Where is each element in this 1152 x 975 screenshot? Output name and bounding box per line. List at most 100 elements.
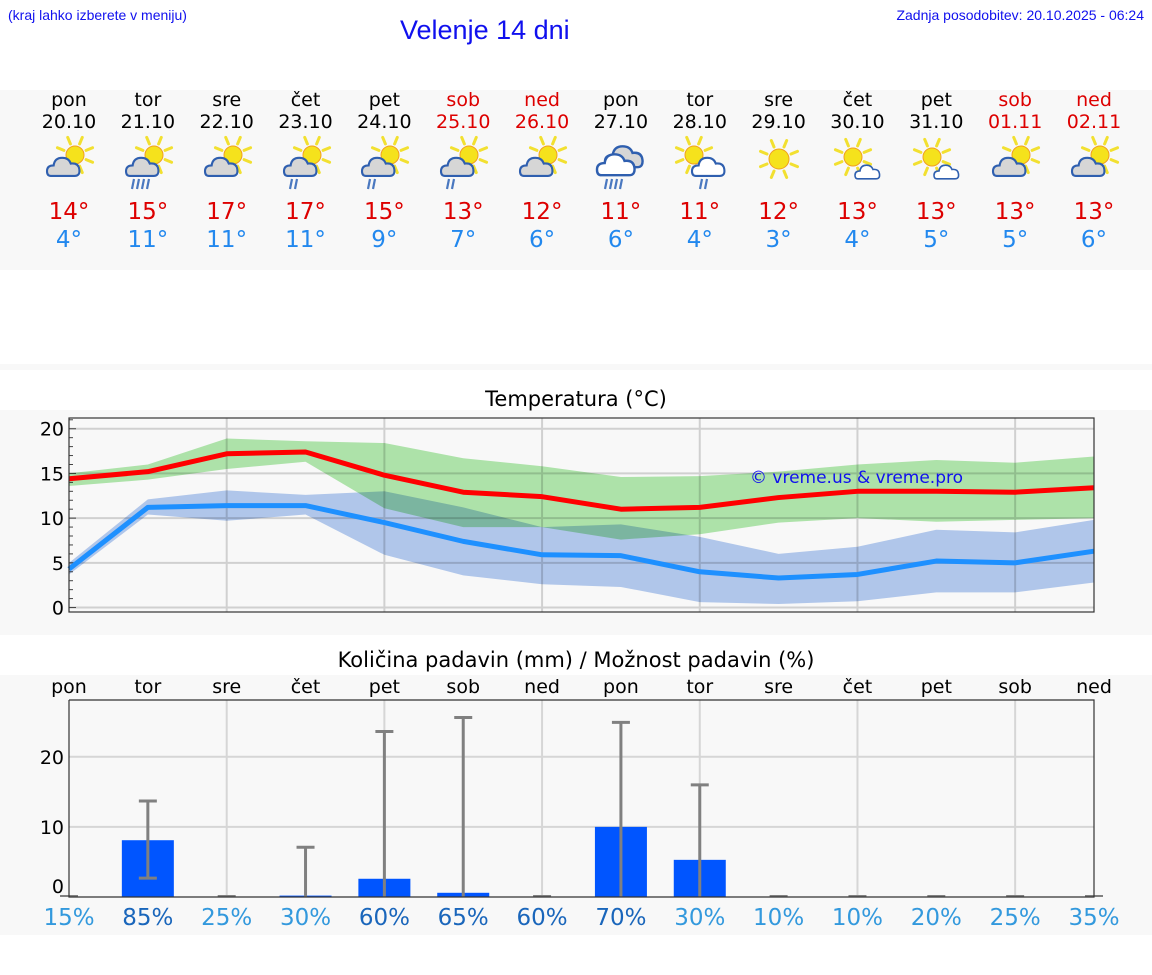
- precipitation-probability: 85%: [122, 905, 174, 931]
- watermark: © vreme.us & vreme.pro: [750, 468, 964, 488]
- day-date: 27.10: [593, 111, 649, 133]
- day-name: sob: [446, 89, 481, 111]
- min-temperature-line: [67, 503, 1095, 581]
- precipitation-plot-area: [69, 700, 1094, 897]
- min-temperature: 4°: [55, 227, 83, 253]
- weather-partly-cloudy-icon: [39, 133, 99, 195]
- max-temperature: 13°: [837, 199, 878, 225]
- max-temperature: 15°: [363, 199, 405, 225]
- day-date: 02.11: [1066, 111, 1122, 133]
- precipitation-probability: 60%: [358, 905, 410, 931]
- precipitation-probability: 70%: [595, 905, 647, 931]
- max-temperature: 17°: [285, 199, 326, 225]
- last-update: Zadnja posodobitev: 20.10.2025 - 06:24: [896, 7, 1144, 23]
- y-tick-label: 10: [40, 817, 64, 839]
- max-temperature: 12°: [758, 199, 799, 225]
- precipitation-day-label: sre: [212, 676, 242, 698]
- precipitation-day-label: tor: [134, 676, 162, 698]
- precipitation-chart-title: Količina padavin (mm) / Možnost padavin …: [337, 648, 815, 672]
- day-name: pon: [51, 89, 87, 111]
- page-title: Velenje 14 dni: [400, 15, 570, 45]
- day-name: tor: [686, 89, 714, 111]
- weather-sun-white-cloud-rain-icon: [670, 133, 730, 195]
- precipitation-day-label: pet: [920, 676, 952, 698]
- min-temperature: 7°: [450, 227, 477, 253]
- day-date: 22.10: [199, 111, 254, 133]
- min-temperature: 11°: [127, 227, 169, 253]
- min-temperature: 11°: [285, 227, 326, 253]
- max-temperature: 12°: [521, 199, 563, 225]
- precipitation-probability: 15%: [43, 905, 95, 931]
- precipitation-probability: 25%: [989, 905, 1041, 931]
- min-temperature: 6°: [528, 227, 556, 253]
- weather-partly-cloudy-rain-icon: [118, 133, 178, 195]
- day-date: 20.10: [41, 111, 97, 133]
- precipitation-day-label: sob: [446, 676, 481, 698]
- max-temperature: 17°: [206, 199, 248, 225]
- precipitation-probability: 30%: [674, 905, 726, 931]
- max-temperature: 13°: [1073, 199, 1115, 225]
- day-name: sre: [212, 89, 242, 111]
- day-date: 29.10: [751, 111, 806, 133]
- weather-partly-cloudy-icon: [512, 133, 572, 195]
- day-date: 24.10: [357, 111, 412, 133]
- day-name: tor: [134, 89, 162, 111]
- precipitation-probability: 20%: [910, 905, 962, 931]
- min-temperature: 5°: [923, 227, 950, 253]
- y-tick-label: 10: [40, 508, 64, 530]
- day-name: čet: [842, 89, 873, 111]
- max-temperature: 13°: [915, 199, 957, 225]
- day-date: 25.10: [436, 111, 491, 133]
- day-name: čet: [290, 89, 321, 111]
- precipitation-day-label: sre: [764, 676, 794, 698]
- precipitation-day-label: pon: [51, 676, 87, 698]
- weather-partly-cloudy-icon: [197, 133, 257, 195]
- y-tick-label: 15: [40, 463, 64, 485]
- weather-sun-small-cloud-icon: [827, 133, 887, 195]
- precipitation-probability: 10%: [831, 905, 884, 931]
- max-temperature-line: [68, 449, 1095, 512]
- y-tick-label: 0: [52, 876, 64, 898]
- day-date: 23.10: [278, 111, 333, 133]
- max-temperature: 11°: [679, 199, 721, 225]
- day-name: pet: [368, 89, 400, 111]
- weather-partly-cloudy-rain-icon: [433, 133, 493, 195]
- y-tick-label: 5: [52, 553, 64, 575]
- precipitation-day-label: sob: [998, 676, 1032, 698]
- precipitation-probability: 60%: [516, 905, 568, 931]
- max-temperature-range-band: [69, 438, 1094, 540]
- min-temperature: 4°: [686, 227, 713, 253]
- min-temperature: 9°: [371, 227, 398, 253]
- min-temperature: 11°: [206, 227, 248, 253]
- min-temperature: 4°: [844, 227, 871, 253]
- day-name: pon: [603, 89, 639, 111]
- precipitation-day-label: ned: [1076, 676, 1112, 698]
- day-name: pet: [920, 89, 952, 111]
- precipitation-day-label: ned: [524, 676, 560, 698]
- min-temperature: 5°: [1002, 227, 1029, 253]
- precipitation-day-label: tor: [686, 676, 714, 698]
- day-date: 31.10: [909, 111, 964, 133]
- location-hint: (kraj lahko izberete v meniju): [8, 7, 187, 23]
- precipitation-plot-frame: [68, 699, 1095, 898]
- day-date: 30.10: [830, 111, 885, 133]
- weather-sun-small-cloud-icon: [906, 133, 966, 195]
- max-temperature: 15°: [127, 199, 169, 225]
- weather-partly-cloudy-rain-icon: [354, 133, 414, 195]
- weather-partly-cloudy-rain-icon: [276, 133, 336, 195]
- day-date: 01.11: [987, 111, 1043, 133]
- precipitation-day-label: čet: [290, 676, 321, 698]
- precipitation-probability: 35%: [1068, 905, 1120, 931]
- min-temperature: 6°: [607, 227, 634, 253]
- precipitation-probability: 30%: [279, 905, 332, 931]
- max-temperature: 13°: [994, 199, 1036, 225]
- min-temperature: 6°: [1080, 227, 1108, 253]
- y-tick-label: 0: [52, 598, 64, 620]
- y-tick-label: 20: [40, 747, 64, 769]
- day-date: 26.10: [514, 111, 570, 133]
- day-name: ned: [524, 89, 560, 111]
- day-date: 21.10: [120, 111, 176, 133]
- precipitation-probability: 10%: [753, 905, 805, 931]
- weather-partly-cloudy-icon: [1064, 133, 1124, 195]
